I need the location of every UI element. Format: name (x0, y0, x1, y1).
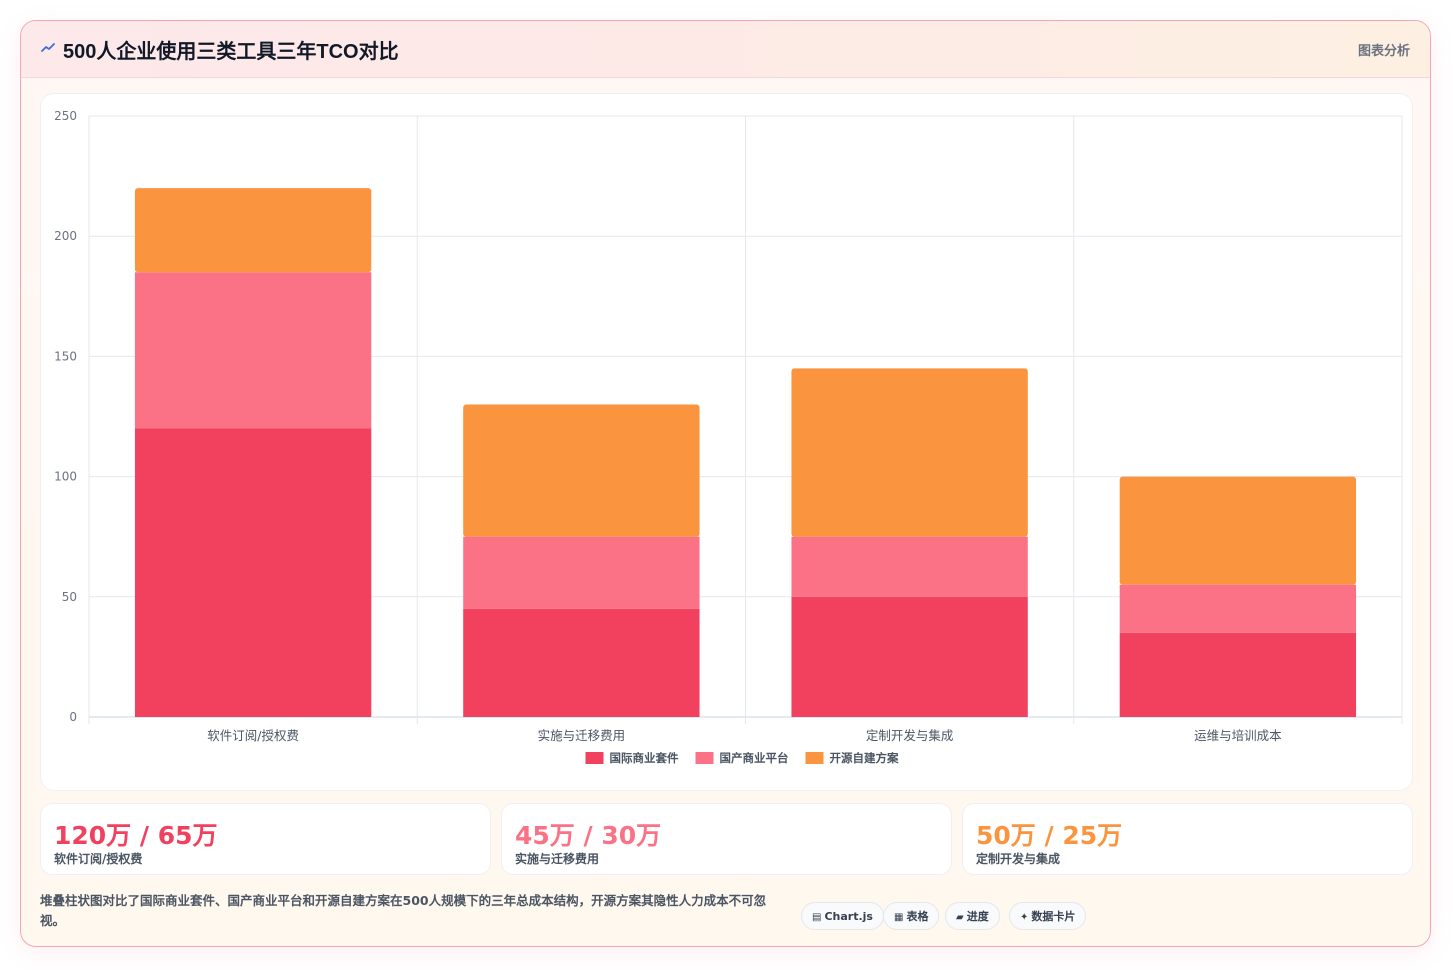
y-tick-label: 100 (54, 470, 77, 484)
bar-segment (1119, 476, 1357, 585)
bar-segment (463, 608, 700, 717)
legend-label: 国产商业平台 (720, 751, 789, 765)
bar-segment (134, 272, 372, 429)
chip-progress[interactable]: ▰ 进度 (945, 902, 1000, 930)
bar-segment (791, 536, 1028, 597)
chip-table[interactable]: ▦ 表格 (883, 902, 940, 930)
bar-segment (791, 368, 1028, 537)
chart-trend-icon (41, 43, 55, 52)
y-tick-label: 50 (62, 590, 77, 604)
chart-description: 堆叠柱状图对比了国际商业套件、国产商业平台和开源自建方案在500人规模下的三年总… (40, 893, 767, 928)
chip-chartjs[interactable]: ▤ Chart.js (801, 902, 884, 930)
y-tick-label: 250 (54, 109, 77, 123)
stat-value: 50万 / 25万 (976, 821, 1123, 850)
legend-swatch (695, 752, 714, 764)
bar-segment (463, 536, 700, 609)
y-tick-label: 200 (54, 229, 77, 243)
stat-value: 45万 / 30万 (515, 821, 662, 850)
bar-segment (134, 188, 372, 273)
x-tick-label: 软件订阅/授权费 (207, 728, 299, 743)
stat-cards: 120万 / 65万 软件订阅/授权费 45万 / 30万 实施与迁移费用 50… (40, 803, 1413, 875)
chart-card: 500人企业使用三类工具三年TCO对比 图表分析 0 50 100 150 200 250… (20, 20, 1431, 947)
chip-label: 表格 (906, 910, 929, 923)
x-tick-label: 实施与迁移费用 (538, 728, 626, 743)
chart-analysis-tag: 图表分析 (1357, 44, 1410, 59)
bar-segment (1119, 632, 1357, 717)
bar-segment (791, 596, 1028, 717)
stat-label: 软件订阅/授权费 (54, 852, 143, 866)
stat-label: 实施与迁移费用 (515, 852, 600, 866)
stat-card: 120万 / 65万 软件订阅/授权费 (40, 803, 491, 875)
card-header: 500人企业使用三类工具三年TCO对比 图表分析 (21, 21, 1430, 78)
x-tick-label: 运维与培训成本 (1194, 728, 1282, 743)
bar-segment (463, 404, 700, 537)
legend-label: 国际商业套件 (610, 751, 679, 765)
stat-label: 定制开发与集成 (976, 852, 1061, 866)
stat-value: 120万 / 65万 (54, 821, 218, 850)
bar-segment (1119, 584, 1357, 633)
table-icon: ▦ (894, 912, 904, 923)
legend-swatch (805, 752, 824, 764)
legend-swatch (585, 752, 604, 764)
stacked-bar-chart: 0 50 100 150 200 250 软件订阅/授权费 实施与迁移费用 定制开发与集成 运维与… (54, 109, 1403, 765)
chip-label: 数据卡片 (1031, 910, 1076, 923)
chip-data-cards[interactable]: ✦ 数据卡片 (1009, 902, 1087, 930)
x-tick-label: 定制开发与集成 (866, 728, 954, 743)
chip-label: Chart.js (824, 910, 873, 923)
y-tick-label: 150 (54, 349, 77, 363)
progress-icon: ▰ (956, 912, 964, 923)
page-title: 500人企业使用三类工具三年TCO对比 (63, 41, 399, 63)
legend-label: 开源自建方案 (830, 751, 899, 765)
stat-card: 45万 / 30万 实施与迁移费用 (501, 803, 952, 875)
bar-segment (134, 428, 372, 717)
chart-icon: ▤ (812, 912, 822, 923)
y-tick-label: 0 (69, 710, 77, 724)
stat-card: 50万 / 25万 定制开发与集成 (962, 803, 1413, 875)
chart-panel: 0 50 100 150 200 250 软件订阅/授权费 实施与迁移费用 定制开发与集成 运维与… (40, 93, 1413, 791)
chip-label: 进度 (966, 910, 989, 923)
sparkle-icon: ✦ (1020, 912, 1029, 923)
